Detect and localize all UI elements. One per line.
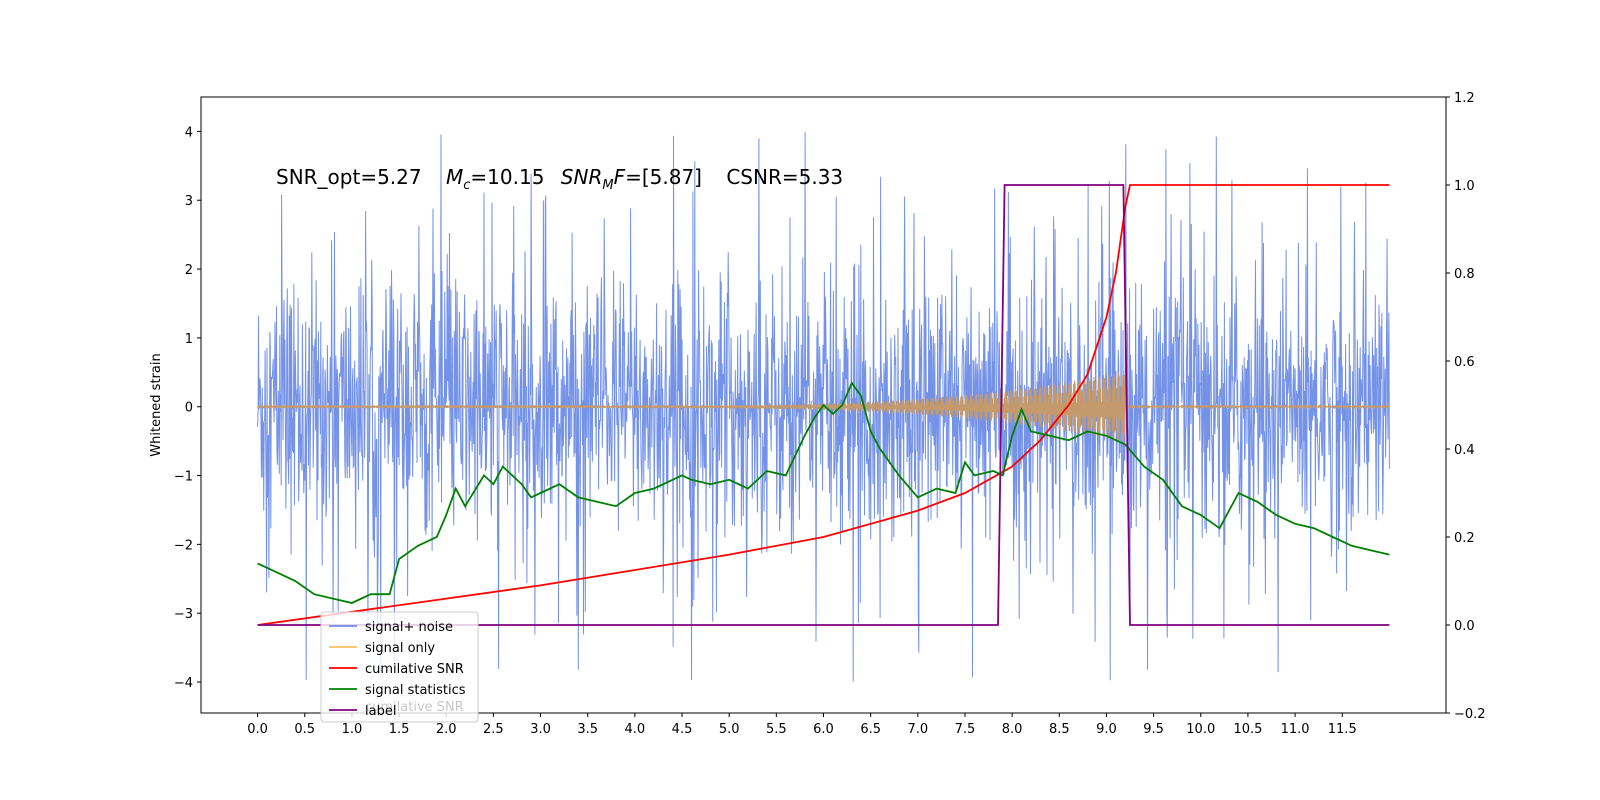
x-tick-label: 6.5	[860, 722, 881, 737]
x-tick-label: 5.0	[719, 722, 740, 737]
lines-layer	[257, 184, 1390, 626]
x-tick-label: 3.5	[577, 722, 598, 737]
legend-box	[320, 611, 479, 723]
x-tick-label: 3.0	[530, 722, 551, 737]
legend-ghost-text: cumilative SNR	[365, 700, 464, 715]
y-tick-label: 4	[185, 125, 193, 140]
x-tick-label: 2.0	[436, 722, 457, 737]
x-tick-label: 0.0	[247, 722, 268, 737]
x-axis: 0.0 0.5 1.0 1.5 2.0 2.5 3.0 3.5 4.0 4.5 5.0 5.5 6.0 6…	[247, 713, 1357, 737]
legend-label: signal statistics	[365, 683, 466, 698]
y-tick-label: −1	[174, 470, 193, 485]
y-tick-label: 0	[185, 401, 193, 416]
signal-only-series-layer	[257, 371, 1390, 442]
y2-tick-label: 0.2	[1454, 531, 1475, 546]
series-line-signal-statistics	[257, 381, 1390, 604]
x-tick-label: 10.5	[1233, 722, 1262, 737]
x-tick-label: 7.5	[955, 722, 976, 737]
y-tick-label: −4	[174, 676, 193, 691]
x-tick-label: 6.0	[813, 722, 834, 737]
x-tick-label: 11.5	[1328, 722, 1357, 737]
series-line-label	[257, 184, 1390, 626]
x-tick-label: 7.0	[907, 722, 928, 737]
x-tick-label: 9.5	[1143, 722, 1164, 737]
y-tick-label: −3	[174, 607, 193, 622]
y-tick-label: 1	[185, 332, 193, 347]
y-tick-label: −2	[174, 538, 193, 553]
x-tick-label: 1.5	[389, 722, 410, 737]
series-line-signal-noise	[257, 131, 1390, 682]
x-tick-label: 0.5	[294, 722, 315, 737]
x-tick-label: 9.0	[1096, 722, 1117, 737]
legend: cumilative SNR signal+ noise signal only c…	[320, 611, 479, 723]
x-tick-label: 4.5	[672, 722, 693, 737]
y2-tick-label: −0.2	[1454, 707, 1486, 722]
legend-label: label	[365, 704, 396, 719]
annotation-snr-opt: SNR_opt=5.27	[276, 165, 422, 189]
y-tick-label: 2	[185, 263, 193, 278]
y2-tick-label: 0.6	[1454, 355, 1475, 370]
x-tick-label: 11.0	[1281, 722, 1310, 737]
y2-tick-label: 0.4	[1454, 443, 1475, 458]
annotation-mc-subscript: c	[463, 178, 470, 193]
annotation-mc-symbol: M	[446, 165, 463, 189]
x-tick-label: 5.5	[766, 722, 787, 737]
y-axis-left: 4 3 2 1 0 −1 −2 −3 −4	[174, 125, 201, 691]
legend-label: cumilative SNR	[365, 662, 464, 677]
annotation-mc-value: =10.15	[470, 165, 544, 189]
x-tick-label: 10.0	[1186, 722, 1215, 737]
x-tick-label: 2.5	[483, 722, 504, 737]
x-tick-label: 8.5	[1049, 722, 1070, 737]
y-axis-right: 1.2 1.0 0.8 0.6 0.4 0.2 0.0 −0.2	[1446, 91, 1486, 722]
annotation-csnr: CSNR=5.33	[726, 165, 843, 189]
series-line-signal-only	[257, 371, 1390, 442]
annotation-snrmf-f: F	[614, 165, 626, 189]
y-axis-label: Whitened strain	[149, 353, 164, 456]
x-tick-label: 4.0	[625, 722, 646, 737]
legend-label: signal only	[365, 641, 435, 656]
legend-label: signal+ noise	[365, 620, 453, 635]
x-tick-label: 1.0	[342, 722, 363, 737]
series-line-cumulative-snr	[257, 184, 1390, 626]
annotation-snrmf-value: =[5.87]	[625, 165, 702, 189]
chart-annotation: SNR_opt=5.27 Mc=10.15 SNRMF=[5.87] CSNR=…	[276, 165, 843, 193]
noise-series-layer	[257, 131, 1390, 682]
y2-tick-label: 0.0	[1454, 619, 1475, 634]
y2-tick-label: 1.0	[1454, 179, 1475, 194]
y-tick-label: 3	[185, 194, 193, 209]
annotation-snrmf-symbol: SNR	[561, 165, 603, 189]
y2-tick-label: 0.8	[1454, 267, 1475, 282]
annotation-snrmf-subscript: M	[602, 178, 613, 193]
x-tick-label: 8.0	[1002, 722, 1023, 737]
y2-tick-label: 1.2	[1454, 91, 1475, 106]
